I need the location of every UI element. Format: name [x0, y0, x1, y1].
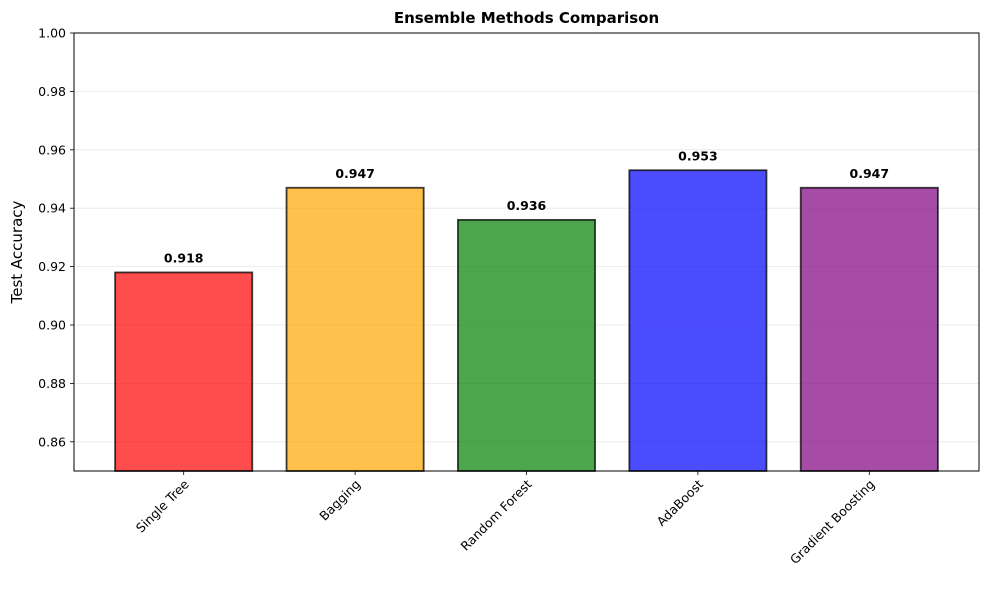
bar-single-tree — [114, 271, 254, 472]
y-axis: 0.86 0.88 0.90 0.92 0.94 0.96 0.98 1.00 — [38, 26, 74, 449]
y-tick-label: 0.86 — [38, 434, 66, 449]
bar-random-forest — [457, 218, 596, 472]
x-tick-label: Bagging — [316, 477, 363, 524]
y-tick-label: 0.98 — [38, 84, 66, 99]
x-tick-label: Random Forest — [457, 476, 534, 553]
y-tick-label: 0.90 — [38, 318, 66, 333]
value-label: 0.947 — [335, 166, 375, 181]
x-axis: Single Tree Bagging Random Forest AdaBoost G… — [133, 471, 878, 568]
chart-title: Ensemble Methods Comparison — [394, 9, 659, 27]
value-label: 0.936 — [507, 198, 547, 213]
bar-adaboost — [628, 169, 768, 472]
x-tick-label: Single Tree — [133, 476, 192, 535]
y-tick-label: 0.96 — [38, 142, 66, 157]
y-tick-label: 0.92 — [38, 259, 66, 274]
x-tick-label: AdaBoost — [654, 476, 707, 529]
value-label: 0.918 — [164, 251, 204, 266]
value-labels: 0.918 0.947 0.936 0.953 0.947 — [164, 148, 889, 265]
y-axis-label: Test Accuracy — [8, 200, 26, 304]
y-tick-label: 0.88 — [38, 376, 66, 391]
y-tick-label: 1.00 — [38, 26, 66, 41]
bar-layer — [114, 169, 939, 472]
value-label: 0.953 — [678, 148, 718, 163]
value-label: 0.947 — [850, 166, 890, 181]
bar-bagging — [285, 186, 425, 472]
y-tick-label: 0.94 — [38, 201, 66, 216]
bar-gradient-boosting — [799, 186, 939, 472]
x-tick-label: Gradient Boosting — [787, 477, 878, 568]
